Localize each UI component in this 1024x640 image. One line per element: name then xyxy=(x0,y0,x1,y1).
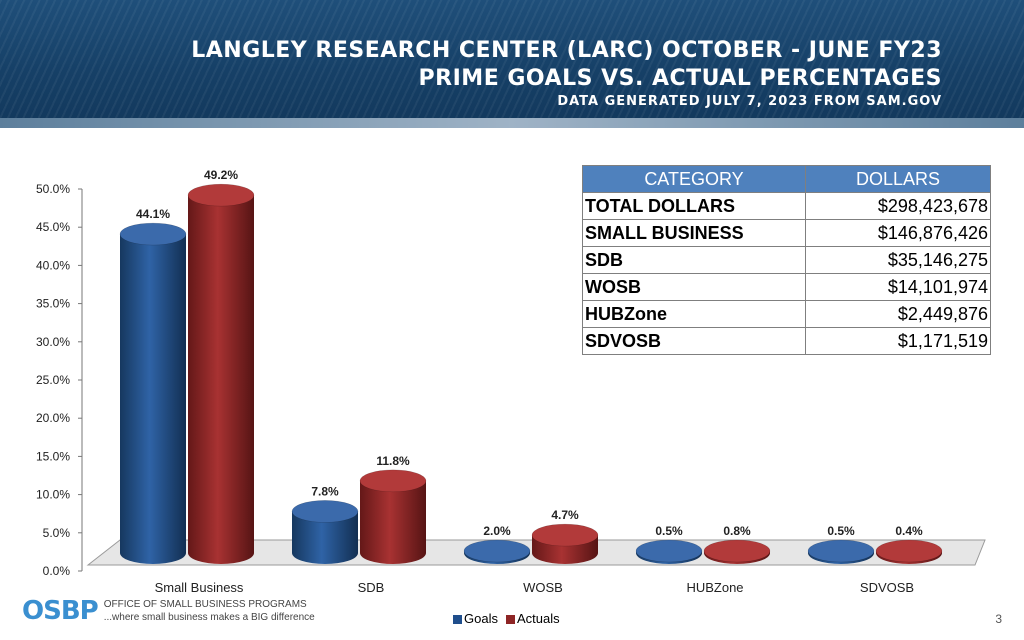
y-tick-label: 0.0% xyxy=(43,564,71,578)
x-tick-label: Small Business xyxy=(155,580,244,595)
x-tick-label: WOSB xyxy=(523,580,563,595)
y-tick-label: 15.0% xyxy=(36,449,70,463)
data-label: 0.5% xyxy=(827,524,855,538)
table-row: TOTAL DOLLARS $298,423,678 xyxy=(582,192,991,220)
header-dollars: DOLLARS xyxy=(805,165,991,193)
footer-logo: OSBP OFFICE OF SMALL BUSINESS PROGRAMS .… xyxy=(22,596,315,626)
y-tick-label: 30.0% xyxy=(36,335,70,349)
data-label: 4.7% xyxy=(551,508,579,522)
data-label: 7.8% xyxy=(311,484,339,498)
row-category: WOSB xyxy=(582,273,806,301)
y-tick-label: 35.0% xyxy=(36,297,70,311)
x-tick-label: HUBZone xyxy=(686,580,743,595)
table-header-row: CATEGORY DOLLARS xyxy=(582,165,991,193)
bar-actuals-top xyxy=(187,183,255,207)
x-tick-label: SDB xyxy=(358,580,385,595)
chart-legend: Goals Actuals xyxy=(453,611,560,626)
y-tick-label: 50.0% xyxy=(36,182,70,196)
row-category: SMALL BUSINESS xyxy=(582,219,806,247)
table-row: SDVOSB $1,171,519 xyxy=(582,327,991,355)
legend-swatch-goals xyxy=(453,615,462,625)
row-category: SDVOSB xyxy=(582,327,806,355)
legend-swatch-actuals xyxy=(505,615,515,625)
row-dollars: $298,423,678 xyxy=(805,192,991,220)
data-label: 0.4% xyxy=(895,524,923,538)
bar-actuals-top xyxy=(359,469,427,493)
data-label: 44.1% xyxy=(136,207,170,221)
bar-actuals-top xyxy=(703,539,771,563)
bar-goals-body xyxy=(120,234,186,565)
bar-goals-top xyxy=(463,539,531,563)
bar-goals-top xyxy=(635,539,703,563)
row-dollars: $1,171,519 xyxy=(805,327,991,355)
bar-goals-top xyxy=(807,539,875,563)
dollars-table: CATEGORY DOLLARS TOTAL DOLLARS $298,423,6… xyxy=(582,165,991,355)
data-label: 2.0% xyxy=(483,524,511,538)
banner-divider xyxy=(0,118,1024,128)
y-tick-label: 10.0% xyxy=(36,488,70,502)
bar-actuals-body xyxy=(360,480,426,564)
row-dollars: $2,449,876 xyxy=(805,300,991,328)
bar-actuals-body xyxy=(188,195,254,564)
org-line-1: OFFICE OF SMALL BUSINESS PROGRAMS xyxy=(103,599,307,610)
row-dollars: $14,101,974 xyxy=(805,273,991,301)
table-row: HUBZone $2,449,876 xyxy=(582,300,991,328)
bar-goals-body xyxy=(292,511,358,564)
y-tick-label: 25.0% xyxy=(36,373,70,387)
header-banner: LANGLEY RESEARCH CENTER (LARC) OCTOBER -… xyxy=(0,0,1024,128)
row-category: TOTAL DOLLARS xyxy=(582,192,806,220)
row-dollars: $35,146,275 xyxy=(805,246,991,274)
bar-actuals-top xyxy=(531,523,599,547)
legend-item-goals: Goals xyxy=(453,611,498,626)
data-label: 11.8% xyxy=(376,454,410,468)
y-tick-label: 45.0% xyxy=(36,220,70,234)
legend-label-actuals: Actuals xyxy=(516,611,560,626)
table-row: SDB $35,146,275 xyxy=(582,246,991,274)
row-dollars: $146,876,426 xyxy=(805,219,991,247)
osbp-logo: OSBP xyxy=(22,596,99,626)
title-line-2: PRIME GOALS VS. ACTUAL PERCENTAGES xyxy=(418,66,942,91)
page-number: 3 xyxy=(995,612,1002,626)
bar-goals-top xyxy=(119,222,187,246)
bar-goals-top xyxy=(291,500,359,523)
row-category: SDB xyxy=(582,246,806,274)
table-row: SMALL BUSINESS $146,876,426 xyxy=(582,219,991,247)
data-label: 0.5% xyxy=(655,524,683,538)
y-tick-label: 40.0% xyxy=(36,258,70,272)
y-tick-label: 5.0% xyxy=(43,526,71,540)
legend-label-goals: Goals xyxy=(464,611,498,626)
data-label: 0.8% xyxy=(723,524,751,538)
data-label: 49.2% xyxy=(204,168,238,182)
bar-actuals-top xyxy=(875,539,943,563)
y-tick-label: 20.0% xyxy=(36,411,70,425)
title-line-1: LANGLEY RESEARCH CENTER (LARC) OCTOBER -… xyxy=(191,38,942,63)
subtitle: DATA GENERATED JULY 7, 2023 FROM SAM.GOV xyxy=(557,94,942,109)
legend-item-actuals: Actuals xyxy=(505,611,560,626)
header-category: CATEGORY xyxy=(582,165,806,193)
row-category: HUBZone xyxy=(582,300,806,328)
table-row: WOSB $14,101,974 xyxy=(582,273,991,301)
x-tick-label: SDVOSB xyxy=(860,580,914,595)
org-text: OFFICE OF SMALL BUSINESS PROGRAMS ...whe… xyxy=(104,598,315,624)
org-line-2: ...where small business makes a BIG diff… xyxy=(103,612,315,623)
